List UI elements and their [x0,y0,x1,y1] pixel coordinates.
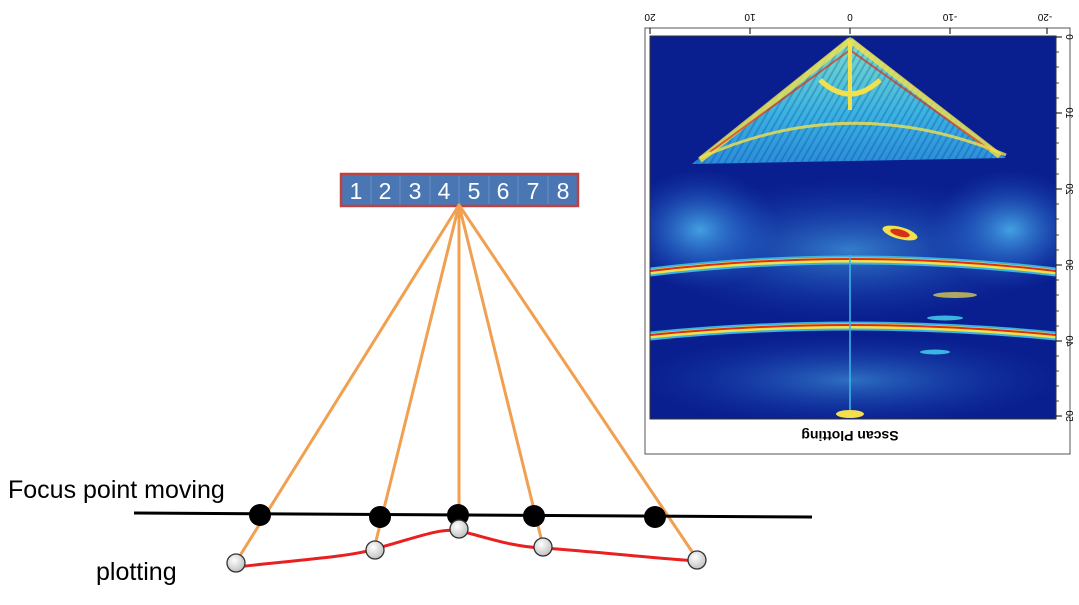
plot-point [687,550,707,570]
x-tick-label: 0 [847,11,853,22]
scan-plot-image [650,37,1056,419]
beam-ray [372,203,461,551]
y-tick-label: 40 [1063,335,1074,347]
focus-point [523,505,545,527]
x-tick-label: -20 [1037,11,1052,22]
focus-line [133,511,813,519]
array-element-3: 3 [409,178,422,204]
focus-points [249,504,666,528]
focus-point [249,504,271,526]
beam-ray [234,203,461,564]
y-tick-label: 20 [1063,183,1074,195]
scan-plot-y-axis: 0 10 20 30 40 50 [1056,34,1074,422]
x-tick-label: 10 [744,11,756,22]
array-element-7: 7 [527,178,540,204]
x-tick-label: -10 [942,11,957,22]
focus-point [369,506,391,528]
scan-plot-title: Sscan Plotting [801,428,898,444]
plot-point [226,553,246,573]
array-element-6: 6 [497,178,510,204]
beam-rays [234,203,699,564]
y-tick-label: 10 [1063,107,1074,119]
y-tick-label: 30 [1063,259,1074,271]
plotting-label: plotting [96,558,177,586]
array-element-4: 4 [438,178,451,204]
y-tick-label: 0 [1063,34,1074,40]
plot-point [533,537,553,557]
x-tick-label: 20 [644,11,656,22]
plot-point [365,540,385,560]
transducer-array: 1 2 3 4 5 6 7 8 [339,172,580,208]
focus-point-label: Focus point moving [8,476,225,504]
beam-ray [457,203,699,561]
array-element-5: 5 [468,178,481,204]
beam-ray [457,203,545,548]
focus-point [644,506,666,528]
array-element-2: 2 [379,178,392,204]
plotted-points [226,519,707,573]
scan-plot: 20 10 0 -10 -20 [644,11,1074,455]
array-element-8: 8 [557,178,570,204]
scan-plot-x-axis: 20 10 0 -10 -20 [644,11,1052,34]
scan-plot-frame [644,27,1071,455]
array-element-1: 1 [350,178,363,204]
plotted-curve [235,528,698,569]
y-tick-label: 50 [1063,410,1074,422]
plot-point [449,519,469,539]
